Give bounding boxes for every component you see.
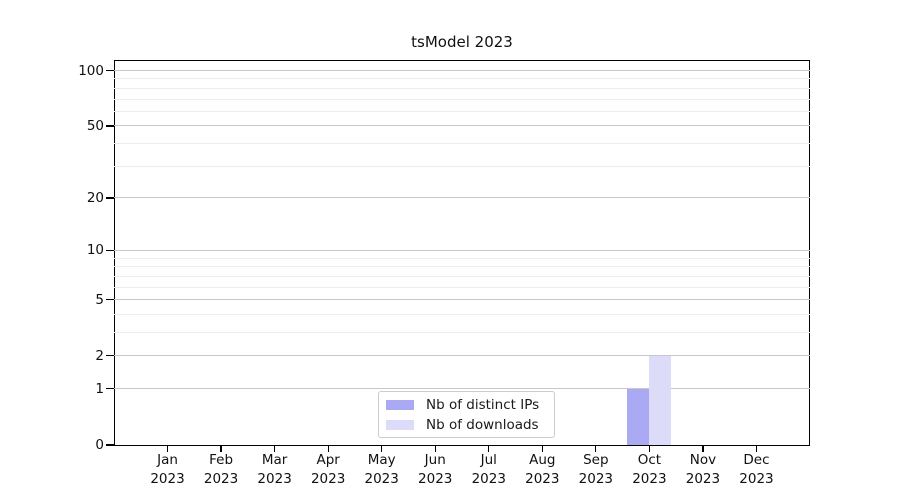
y-tick-5 <box>106 298 114 301</box>
y-tick-label-5: 5 <box>95 291 104 308</box>
x-tick-may <box>381 446 383 452</box>
minor-gridline-70 <box>114 98 810 100</box>
minor-gridline-60 <box>114 110 810 112</box>
major-gridline-100 <box>114 70 810 71</box>
x-tick-label-mar: Mar 2023 <box>257 452 292 487</box>
minor-gridline-80 <box>114 87 810 89</box>
minor-gridline-6 <box>114 286 810 288</box>
y-tick-label-100: 100 <box>78 62 104 79</box>
x-tick-jan <box>166 446 169 452</box>
minor-gridline-4 <box>114 313 810 315</box>
legend-swatch-distinct-ips <box>386 399 414 410</box>
y-tick-1 <box>106 388 114 390</box>
x-tick-apr <box>327 446 329 452</box>
minor-gridline-3 <box>114 332 810 333</box>
x-tick-label-nov: Nov 2023 <box>685 452 721 487</box>
y-tick-label-2: 2 <box>95 347 104 364</box>
major-gridline-2 <box>114 355 810 357</box>
major-gridline-10 <box>114 249 810 251</box>
legend-entry-distinct-ips: Nb of distinct IPs <box>386 397 546 413</box>
minor-gridline-9 <box>114 257 810 259</box>
y-tick-label-20: 20 <box>86 189 104 206</box>
y-tick-10 <box>106 249 114 252</box>
x-tick-label-oct: Oct 2023 <box>632 452 667 487</box>
x-tick-aug <box>541 446 543 452</box>
chart-title: tsModel 2023 <box>411 33 513 51</box>
x-tick-dec <box>755 446 758 452</box>
major-gridline-50 <box>114 125 810 127</box>
y-tick-20 <box>106 197 114 199</box>
y-tick-0 <box>106 444 114 446</box>
legend-label-downloads: Nb of downloads <box>426 416 539 433</box>
x-tick-label-jul: Jul 2023 <box>471 452 506 487</box>
minor-gridline-90 <box>114 78 810 80</box>
major-gridline-1 <box>114 388 810 390</box>
y-tick-label-0: 0 <box>95 437 104 453</box>
x-tick-label-sep: Sep 2023 <box>578 452 614 487</box>
x-tick-nov <box>702 446 704 452</box>
x-tick-label-jun: Jun 2023 <box>418 452 453 487</box>
legend-entry-downloads: Nb of downloads <box>386 417 546 433</box>
x-tick-label-feb: Feb 2023 <box>203 452 239 487</box>
y-tick-50 <box>106 125 114 127</box>
minor-gridline-8 <box>114 266 810 268</box>
bar-downloads-oct <box>649 355 672 445</box>
x-tick-label-jan: Jan 2023 <box>150 452 185 487</box>
y-tick-label-50: 50 <box>86 117 104 134</box>
x-tick-label-aug: Aug 2023 <box>525 452 560 487</box>
minor-gridline-30 <box>114 165 810 167</box>
x-tick-label-dec: Dec 2023 <box>739 452 774 487</box>
minor-gridline-7 <box>114 275 810 277</box>
x-tick-feb <box>220 446 222 452</box>
y-tick-2 <box>106 355 114 357</box>
legend-swatch-downloads <box>386 419 414 430</box>
major-gridline-20 <box>114 197 810 199</box>
x-tick-oct <box>648 446 651 452</box>
bar-distinct-ips-oct <box>627 388 650 445</box>
x-tick-label-apr: Apr 2023 <box>310 452 346 487</box>
x-tick-label-may: May 2023 <box>364 452 399 487</box>
minor-gridline-40 <box>114 143 810 145</box>
major-gridline-5 <box>114 299 810 301</box>
x-tick-jun <box>434 446 436 452</box>
y-tick-label-1: 1 <box>95 380 104 397</box>
legend-label-distinct-ips: Nb of distinct IPs <box>426 396 540 413</box>
y-tick-label-10: 10 <box>86 242 104 259</box>
plot-frame <box>114 60 810 446</box>
x-tick-sep <box>595 446 597 452</box>
x-tick-mar <box>273 446 276 452</box>
y-tick-100 <box>106 69 114 72</box>
legend: Nb of distinct IPs Nb of downloads <box>378 391 555 438</box>
x-tick-jul <box>488 446 490 452</box>
plot-area: 0 1 2 5 10 20 50 100 Jan 2023 Feb 2023 Mar 2023 Apr… <box>78 60 810 487</box>
